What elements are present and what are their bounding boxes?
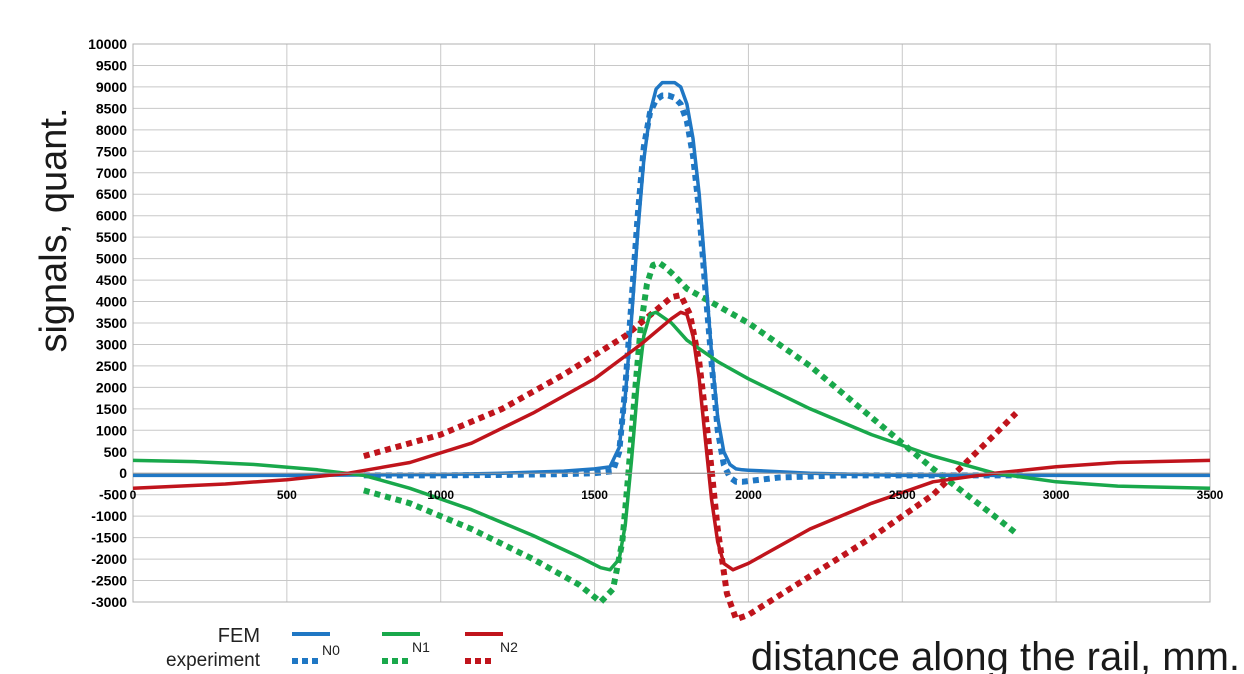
y-tick-label: -1500 bbox=[91, 530, 127, 546]
y-tick-label: 2500 bbox=[96, 358, 127, 374]
series-n2-FEM-line bbox=[132, 310, 1211, 572]
y-tick-label: -1000 bbox=[91, 508, 127, 524]
y-tick-label: 8000 bbox=[96, 122, 127, 138]
series-n2-experiment-line bbox=[362, 292, 1019, 623]
y-tick-label: 0 bbox=[119, 465, 127, 481]
y-tick-label: 4000 bbox=[96, 294, 127, 310]
y-tick-label: -3000 bbox=[91, 594, 127, 610]
y-tick-label: 8500 bbox=[96, 100, 127, 116]
y-tick-label: 5500 bbox=[96, 229, 127, 245]
legend-label-n2: N2 bbox=[500, 639, 518, 655]
legend-label-n0: N0 bbox=[322, 642, 340, 658]
y-tick-label: 9500 bbox=[96, 57, 127, 73]
series-n1-experiment-line bbox=[362, 259, 1018, 605]
x-tick-label: 3000 bbox=[1043, 488, 1070, 502]
y-tick-label: -500 bbox=[99, 487, 127, 503]
x-tick-label: 3500 bbox=[1197, 488, 1224, 502]
legend: FEM experiment N0 N1 N2 bbox=[166, 625, 518, 671]
y-tick-label: 4500 bbox=[96, 272, 127, 288]
y-tick-label: 7000 bbox=[96, 165, 127, 181]
y-tick-label: 1500 bbox=[96, 401, 127, 417]
y-tick-label: 6000 bbox=[96, 208, 127, 224]
series-n0-experiment-line bbox=[363, 92, 1026, 485]
y-tick-labels: -3000 -2500 -2000 -1500 -1000 -500 0 500 1000 150… bbox=[88, 36, 127, 610]
y-tick-label: 1000 bbox=[96, 422, 127, 438]
x-axis-title: distance along the rail, mm. bbox=[751, 635, 1240, 674]
y-tick-label: 3500 bbox=[96, 315, 127, 331]
legend-label-n1: N1 bbox=[412, 639, 430, 655]
y-tick-label: 7500 bbox=[96, 143, 127, 159]
x-tick-label: 1000 bbox=[427, 488, 454, 502]
x-tick-label: 500 bbox=[277, 488, 297, 502]
y-tick-label: 3000 bbox=[96, 336, 127, 352]
y-tick-label: 5000 bbox=[96, 251, 127, 267]
series-layer bbox=[132, 80, 1211, 623]
x-tick-label: 2500 bbox=[889, 488, 916, 502]
plot-area-border bbox=[132, 43, 1211, 603]
x-tick-label: 0 bbox=[130, 488, 137, 502]
series-n0-FEM-line bbox=[133, 80, 1210, 478]
y-tick-label: 9000 bbox=[96, 79, 127, 95]
series-n1-FEM-line bbox=[132, 310, 1211, 572]
y-axis-title: signals, quant. bbox=[33, 107, 75, 352]
x-tick-label: 1500 bbox=[581, 488, 608, 502]
x-tick-labels: 0 500 1000 1500 2000 2500 3000 3500 bbox=[130, 488, 1224, 502]
y-tick-label: -2500 bbox=[91, 573, 127, 589]
y-tick-label: 500 bbox=[104, 444, 128, 460]
y-tick-label: -2000 bbox=[91, 551, 127, 567]
x-tick-label: 2000 bbox=[735, 488, 762, 502]
y-tick-label: 10000 bbox=[88, 36, 127, 52]
legend-row-label-experiment: experiment bbox=[166, 650, 261, 671]
y-tick-label: 2000 bbox=[96, 379, 127, 395]
legend-row-label-fem: FEM bbox=[218, 625, 260, 647]
y-tick-label: 6500 bbox=[96, 186, 127, 202]
